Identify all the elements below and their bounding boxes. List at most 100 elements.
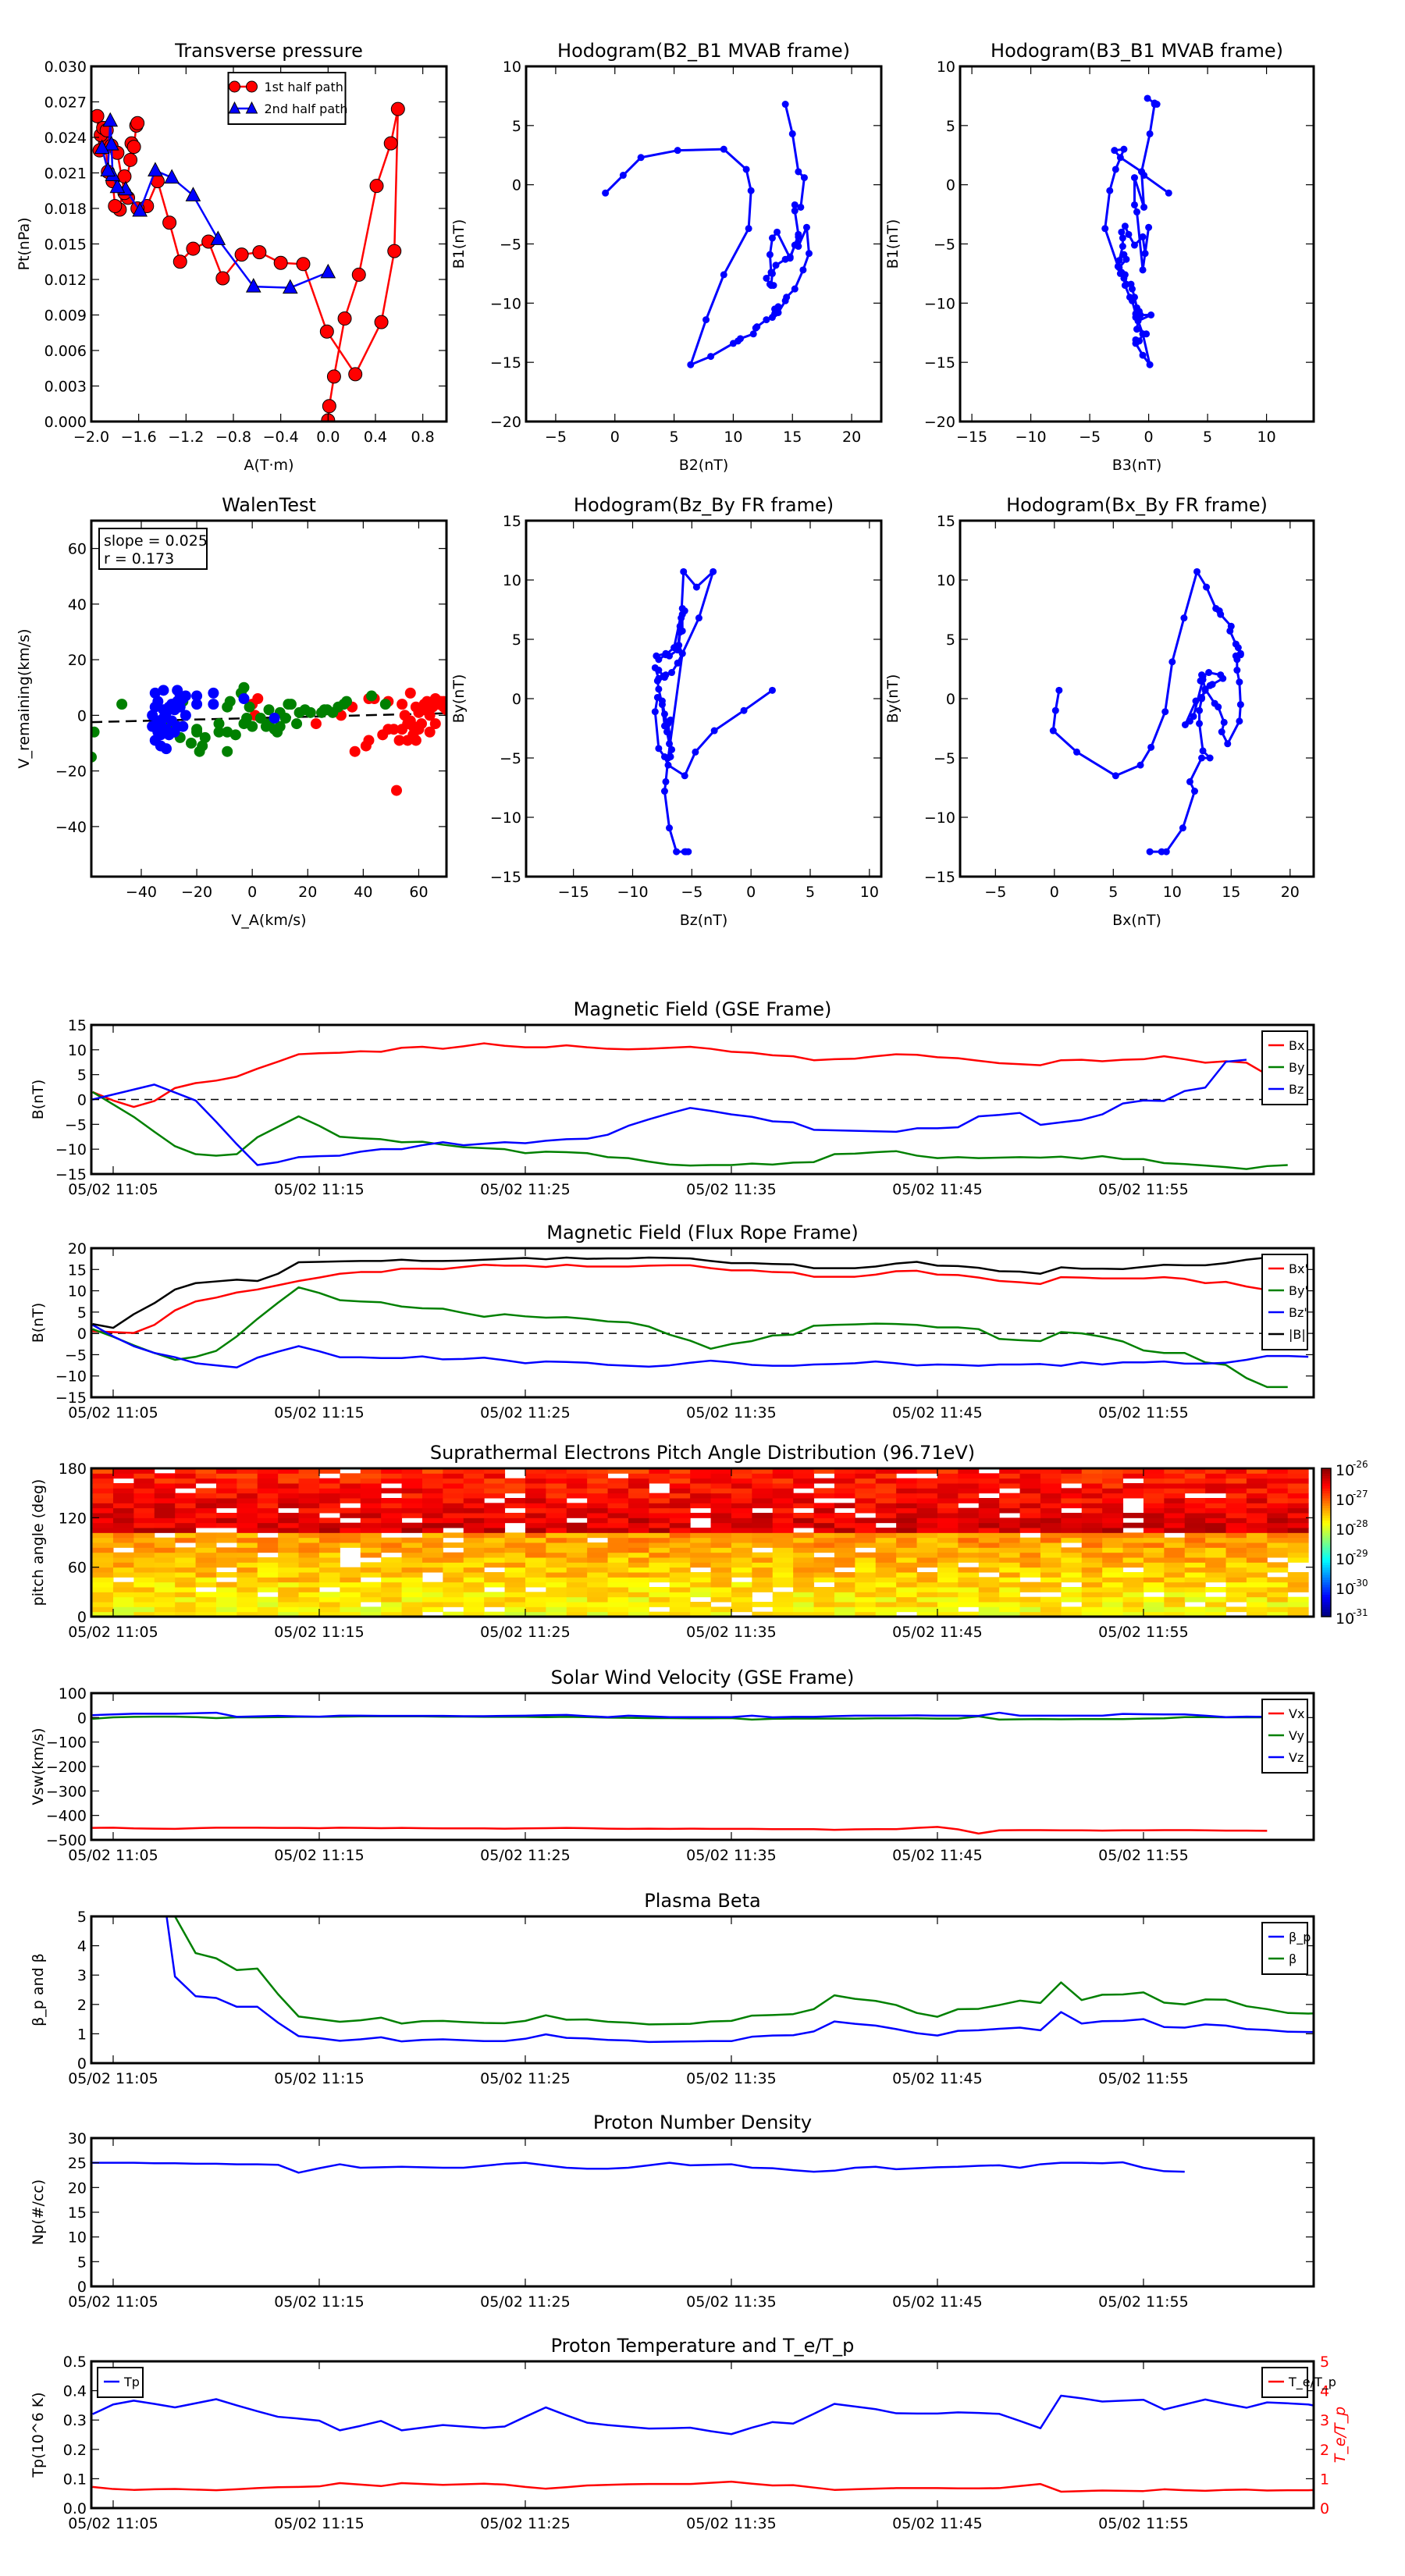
heatmap-cell: [772, 1542, 794, 1548]
data-point: [379, 699, 391, 710]
data-point: [1190, 788, 1198, 795]
series-by--line: [92, 1286, 1288, 1389]
heatmap-cell: [1205, 1488, 1227, 1494]
x-tick-label: 05/02 11:05: [68, 2515, 158, 2532]
heatmap-cell: [710, 1562, 732, 1568]
heatmap-cell: [855, 1483, 877, 1489]
heatmap-cell: [1019, 1498, 1041, 1503]
heatmap-cell: [1102, 1483, 1124, 1489]
heatmap-cell: [999, 1517, 1021, 1524]
data-point: [668, 669, 676, 677]
y-axis-label: Vsw(km/s): [30, 1727, 47, 1805]
heatmap-cell: [1246, 1562, 1268, 1568]
heatmap-cell: [1246, 1522, 1268, 1528]
heatmap-cell: [504, 1542, 526, 1548]
heatmap-cell: [546, 1577, 567, 1583]
heatmap-cell: [381, 1468, 403, 1474]
heatmap-cell: [1267, 1478, 1289, 1484]
heatmap-cell: [340, 1602, 361, 1607]
heatmap-cell: [1081, 1532, 1103, 1539]
heatmap-cell: [1040, 1602, 1062, 1607]
heatmap-cell: [669, 1517, 691, 1524]
y-tick-label: 3: [77, 1967, 87, 1984]
heatmap-cell: [237, 1498, 258, 1503]
heatmap-cell: [1164, 1587, 1186, 1592]
y-tick-label: −10: [490, 809, 521, 827]
y-tick-label: 180: [59, 1461, 87, 1478]
data-point: [1234, 644, 1242, 652]
heatmap-cell: [896, 1596, 918, 1603]
heatmap-cell: [1225, 1507, 1247, 1514]
heatmap-cell: [463, 1577, 485, 1583]
x-tick-label: 05/02 11:45: [892, 2070, 983, 2087]
data-point: [326, 369, 341, 384]
colorbar-segment: [1321, 1609, 1331, 1613]
heatmap-cell: [1122, 1577, 1144, 1583]
heatmap-cell: [896, 1582, 918, 1588]
data-point: [791, 285, 799, 293]
heatmap-cell: [1040, 1532, 1062, 1539]
heatmap-cell: [298, 1498, 320, 1503]
heatmap-cell: [834, 1582, 855, 1588]
y-axis-label: pitch angle (deg): [30, 1479, 47, 1606]
heatmap-cell: [607, 1596, 629, 1603]
heatmap-cell: [237, 1513, 258, 1518]
heatmap-cell: [566, 1542, 588, 1548]
data-point: [766, 251, 774, 258]
heatmap-cell: [690, 1606, 712, 1613]
x-tick-label: −5: [1079, 429, 1101, 446]
heatmap-cell: [340, 1592, 361, 1598]
heatmap-cell: [896, 1542, 918, 1548]
heatmap-cell: [937, 1517, 959, 1524]
legend-label: Vz: [1289, 1750, 1304, 1765]
heatmap-cell: [1102, 1542, 1124, 1548]
heatmap-cell: [999, 1537, 1021, 1543]
heatmap-cell: [752, 1517, 774, 1524]
heatmap-cell: [978, 1592, 1000, 1598]
heatmap-cell: [937, 1611, 959, 1617]
data-point: [805, 250, 813, 258]
heatmap-cell: [1019, 1582, 1041, 1588]
heatmap-cell: [360, 1532, 382, 1539]
colorbar-segment: [1321, 1562, 1331, 1565]
heatmap-cell: [340, 1577, 361, 1583]
y-axis-label: By(nT): [450, 674, 468, 724]
heatmap-cell: [1184, 1522, 1206, 1528]
heatmap-cell: [360, 1513, 382, 1518]
heatmap-cell: [916, 1552, 938, 1558]
x-axis-label: Bx(nT): [1112, 912, 1161, 929]
heatmap-cell: [669, 1498, 691, 1503]
heatmap-cell: [154, 1592, 176, 1598]
heatmap-cell: [504, 1602, 526, 1607]
heatmap-cell: [525, 1542, 546, 1548]
heatmap-cell: [360, 1587, 382, 1592]
colorbar-segment: [1321, 1596, 1331, 1600]
colorbar-segment: [1321, 1584, 1331, 1588]
heatmap-cell: [669, 1562, 691, 1568]
heatmap-cell: [1081, 1488, 1103, 1494]
heatmap-cell: [1081, 1498, 1103, 1503]
heatmap-cell: [896, 1513, 918, 1518]
heatmap-cell: [195, 1522, 217, 1528]
heatmap-cell: [546, 1572, 567, 1578]
heatmap-cell: [298, 1522, 320, 1528]
heatmap-cell: [628, 1488, 649, 1494]
heatmap-cell: [710, 1468, 732, 1474]
heatmap-cell: [133, 1483, 155, 1489]
heatmap-cell: [1143, 1528, 1165, 1533]
heatmap-cell: [1040, 1562, 1062, 1568]
heatmap-cell: [587, 1577, 609, 1583]
heatmap-cell: [112, 1488, 134, 1494]
heatmap-cell: [1246, 1537, 1268, 1543]
data-point: [1165, 189, 1172, 197]
y-right-tick-label: 1: [1320, 2471, 1329, 2488]
data-point: [390, 101, 405, 116]
colorbar-segment: [1321, 1535, 1331, 1539]
data-point: [1206, 681, 1214, 689]
plot-frame: [90, 519, 448, 878]
y-tick-label: 30: [68, 2130, 87, 2147]
heatmap-cell: [1122, 1557, 1144, 1563]
heatmap-cell: [175, 1513, 197, 1518]
heatmap-cell: [1184, 1488, 1206, 1494]
